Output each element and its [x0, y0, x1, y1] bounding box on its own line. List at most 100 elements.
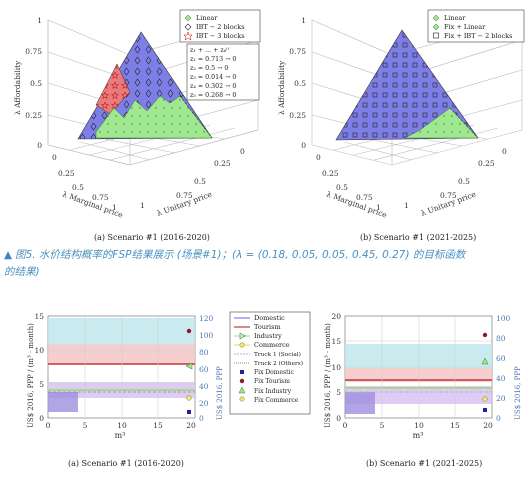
fig5a-anno-5: z₅ = 0.268 → 0: [190, 92, 236, 99]
fig5b-ztick-2: 0.5: [294, 79, 306, 88]
fig6a-rt-0: 120: [199, 314, 214, 323]
fig5a-anno-4: z₄ = 0.302 → 0: [190, 83, 236, 90]
legend-fix-domestic-icon: [240, 370, 244, 374]
fig5a-legend-2: IBT − 3 blocks: [196, 32, 245, 40]
fig6b-xt-3: 15: [450, 421, 460, 430]
fig6a-rt-5: 20: [199, 399, 209, 408]
fig5b-xtick-3: 0.75: [356, 193, 373, 202]
fig6a-lt-3: 0: [39, 414, 44, 423]
fig6a-fix-domestic-marker: [187, 410, 191, 414]
fig6b-lt-1: 15: [331, 337, 341, 346]
fig5b-x-ticks: 0 0.25 0.5 0.75 1: [316, 153, 381, 212]
fig6a-xlabel: m³: [115, 431, 126, 440]
fig5a-xtick-1: 0.25: [58, 169, 75, 178]
fig6a-right-ticks: 120 100 80 60 40 20 0: [199, 314, 214, 423]
fig5b-legend: Linear Fix + Linear Fix + IBT − 2 blocks: [427, 9, 525, 43]
legend-label-1: Tourism: [254, 323, 281, 331]
fig6a-rt-2: 80: [199, 348, 209, 357]
fig5b-square-markers: [336, 30, 478, 140]
legend-label-5: Truck 2 (Others): [254, 360, 303, 367]
fig5a-x-ticks: 0 0.25 0.5 0.75 1: [52, 153, 117, 212]
fig5b-ytick-1: 0.75: [440, 191, 457, 200]
fig6a-xt-0: 0: [46, 421, 51, 430]
fig6b-xt-0: 0: [343, 421, 348, 430]
legend-fix-industry-icon: [238, 386, 246, 394]
fig5a-ztick-3: 0.25: [25, 111, 42, 120]
fig6b-right-ticks: 100 80 60 40 20 0: [496, 314, 511, 423]
fig5b-ytick-0: 1: [404, 201, 409, 210]
fig5b-xtick-1: 0.25: [322, 169, 339, 178]
fig6a-rt-3: 60: [199, 365, 209, 374]
legend-label-7: Fix Tourism: [254, 378, 290, 385]
fig5a-xtick-4: 1: [112, 203, 117, 212]
fig6a-grid: [48, 316, 195, 418]
fig5a-edge: [179, 95, 213, 139]
fig5a-anno-3: z₃ = 0.014 → 0: [190, 74, 236, 81]
fig6a-fix-tourism-marker: [186, 328, 192, 334]
fig6a-lt-1: 10: [34, 346, 44, 355]
fig6b-xt-2: 10: [414, 421, 424, 430]
fig6b-rt-1: 80: [496, 334, 506, 343]
fig5a-green-markers: [96, 96, 212, 138]
fig6a-fix-commerce-marker: [186, 395, 192, 401]
fig6-panel-a: 15 10 5 0 120 100 80 60 40 20 0 0 5 10 1…: [27, 312, 224, 468]
fig6-legend: Domestic Tourism Industry Commerce Truck…: [229, 311, 311, 415]
fig5a-ztick-2: 0.5: [30, 79, 42, 88]
fig6b-lt-4: 0: [336, 414, 341, 423]
legend-linear-icon: [432, 14, 440, 22]
fig6-legend-labels: Domestic Tourism Industry Commerce Truck…: [254, 314, 303, 404]
fig5a-anno-0: z₁ + ... + z₆⁰: [190, 47, 229, 54]
fig5a-annotation: z₁ + ... + z₆⁰ z₁ = 0.713 → 0 z₂ = 0.5 →…: [186, 43, 260, 101]
fig5a-y-ticks: 1 0.75 0.5 0.25 0: [140, 147, 245, 210]
fig5a-z-ticks: 1 0.75 0.5 0.25 0: [25, 16, 42, 150]
fig5b-ytick-2: 0.5: [458, 177, 470, 186]
fig6a-lt-2: 5: [39, 380, 44, 389]
fig5b-ztick-3: 0.25: [289, 111, 306, 120]
fig5b-edge: [449, 107, 479, 139]
fig5b-ztick-4: 0: [301, 141, 306, 150]
legend-label-9: Fix Commerce: [254, 397, 299, 404]
legend-fix-commerce-icon: [239, 396, 245, 402]
legend-fix-linear-icon: [432, 23, 440, 31]
fig6b-truck-block: [345, 392, 375, 414]
fig5b-caption: (b) Scenario #1 (2021-2025): [360, 233, 476, 242]
fig6a-x-ticks: 0 5 10 15 20: [46, 421, 196, 430]
fig6a-lt-0: 15: [34, 312, 44, 321]
fig5a-anno-2: z₂ = 0.5 → 0: [190, 65, 228, 72]
caption-line-2: 的结果): [4, 266, 40, 278]
legend-square-icon: [433, 32, 439, 39]
fig5b-z-ticks: 1 0.75 0.5 0.25 0: [289, 16, 306, 150]
fig5b-zlabel: λ Affordability: [277, 60, 286, 115]
legend-label-3: Commerce: [254, 341, 290, 349]
fig6a-rt-6: 0: [199, 414, 204, 423]
fig5a-zlabel: λ Affordability: [13, 60, 22, 115]
legend-label-6: Fix Domestic: [254, 369, 294, 376]
fig5a-ztick-0: 1: [37, 16, 42, 25]
legend-label-4: Truck 1 (Social): [254, 351, 301, 358]
fig6b-ylabel-right: US$ 2016, PPP: [514, 366, 522, 420]
fig5a-caption: (a) Scenario #1 (2016-2020): [94, 233, 210, 242]
fig6b-fix-domestic-marker: [483, 408, 487, 412]
fig6b-grid: [345, 316, 492, 418]
legend-commerce-marker: [239, 342, 245, 348]
fig6a-pink-band: [48, 344, 195, 364]
fig6a-ylabel-left: US$ 2016, PPP / (m³ · month): [27, 323, 35, 428]
fig6b-caption: (b) Scenario #1 (2021-2025): [366, 459, 482, 468]
fig5-panel-b: 1 0.75 0.5 0.25 0 λ Affordability 0 0.25…: [277, 9, 525, 242]
fig6a-xt-2: 10: [117, 421, 127, 430]
fig6b-cyan-band: [345, 344, 492, 368]
fig6b-left-ticks: 20 15 10 5 0: [331, 312, 341, 423]
legend-label-2: Industry: [254, 332, 282, 340]
fig5a-star-markers: [96, 64, 130, 114]
legend-label-8: Fix Industry: [254, 388, 292, 395]
fig5b-ytick-4: 0: [502, 147, 507, 156]
fig5a-legend-1: IBT − 2 blocks: [196, 23, 245, 31]
fig6b-lt-0: 20: [331, 312, 341, 321]
legend-label-0: Domestic: [254, 314, 285, 322]
fig6b-rt-5: 0: [496, 414, 501, 423]
fig5b-ztick-1: 0.75: [289, 47, 306, 56]
fig5-panel-a: 1 0.75 0.5 0.25 0 λ Affordability 0 0.25…: [13, 9, 261, 242]
fig6b-xlabel: m³: [413, 431, 424, 440]
fig6b-fix-commerce-marker: [482, 396, 488, 402]
